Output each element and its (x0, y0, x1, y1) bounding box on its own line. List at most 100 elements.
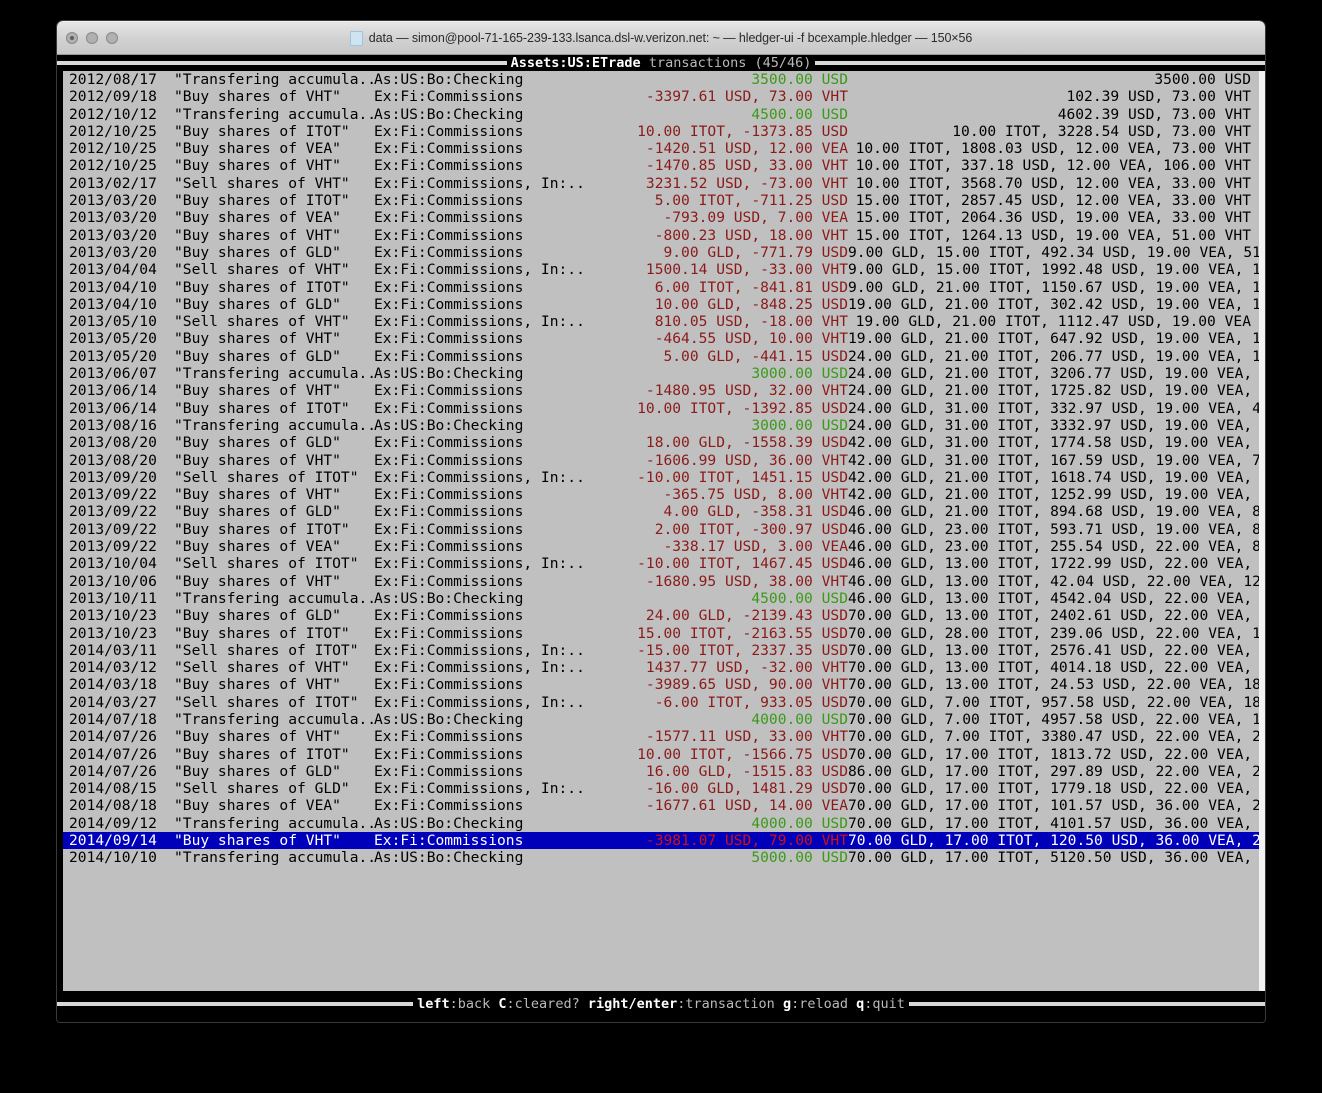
table-row[interactable]: 2012/10/25 "Buy shares of ITOT" Ex:Fi:Comm… (63, 123, 1259, 140)
transactions-list[interactable]: 2012/08/17 "Transfering accumula.. As:US:B… (63, 71, 1265, 867)
row-amount: -800.23 USD, 18.00 VHT (654, 226, 848, 244)
row-balance: 10.00 ITOT, 3568.70 USD, 12.00 VEA, 33.0… (855, 174, 1251, 192)
close-button[interactable] (66, 32, 78, 44)
keybinding-hints: left:back C:cleared? right/enter:transac… (417, 995, 905, 1013)
table-row[interactable]: 2013/10/11 "Transfering accumula.. As:US:B… (63, 589, 1265, 607)
table-row[interactable]: 2014/08/15 "Sell shares of GLD" Ex:Fi:Comm… (63, 780, 1265, 797)
table-row[interactable]: 2012/10/12 "Transfering accumula.. As:US:B… (63, 106, 1259, 123)
row-date: 2014/07/26 (69, 762, 157, 780)
table-row[interactable]: 2014/09/12 "Transfering accumula.. As:US:B… (63, 815, 1265, 832)
row-account: Ex:Fi:Commissions, In:.. (374, 468, 585, 486)
table-row[interactable]: 2013/10/06 "Buy shares of VHT" Ex:Fi:Commi… (63, 572, 1265, 590)
table-row[interactable]: 2013/08/16 "Transfering accumula.. As:US:B… (63, 416, 1265, 434)
row-account: Ex:Fi:Commissions (374, 382, 524, 400)
table-row[interactable]: 2013/03/20 "Buy shares of ITOT" Ex:Fi:Comm… (63, 192, 1259, 209)
row-amount: -1577.11 USD, 33.00 VHT (645, 728, 848, 746)
terminal-window[interactable]: data — simon@pool-71-165-239-133.lsanca.… (57, 21, 1265, 1022)
row-balance: 46.00 GLD, 23.00 ITOT, 255.54 USD, 22.00… (848, 538, 1265, 556)
transactions-pane[interactable]: 2012/08/17 "Transfering accumula.. As:US:B… (63, 71, 1265, 991)
table-row[interactable]: 2013/09/22 "Buy shares of ITOT" Ex:Fi:Comm… (63, 520, 1265, 538)
row-description: "Transfering accumula.. (174, 416, 377, 434)
row-description: "Buy shares of VHT" (174, 572, 341, 590)
row-date: 2013/10/04 (69, 555, 157, 573)
table-row[interactable]: 2012/08/17 "Transfering accumula.. As:US:B… (63, 71, 1259, 88)
keybinding-key[interactable]: C (498, 996, 507, 1012)
row-date: 2014/07/18 (69, 710, 157, 728)
table-row[interactable]: 2013/08/20 "Buy shares of GLD" Ex:Fi:Commi… (63, 434, 1265, 452)
table-row[interactable]: 2014/03/12 "Sell shares of VHT" Ex:Fi:Comm… (63, 659, 1265, 676)
table-row[interactable]: 2012/10/25 "Buy shares of VEA" Ex:Fi:Commi… (63, 140, 1259, 157)
row-balance: 86.00 GLD, 17.00 ITOT, 297.89 USD, 22.00… (848, 762, 1265, 780)
table-row[interactable]: 2014/03/18 "Buy shares of VHT" Ex:Fi:Commi… (63, 676, 1265, 693)
header-account-name: Assets:US:ETrade (510, 55, 641, 71)
row-balance: 46.00 GLD, 23.00 ITOT, 593.71 USD, 19.00… (848, 520, 1265, 538)
row-description: "Buy shares of VHT" (174, 382, 341, 400)
keybinding-key[interactable]: g (782, 996, 792, 1012)
row-description: "Sell shares of VHT" (174, 313, 350, 331)
table-row[interactable]: 2013/03/20 "Buy shares of VEA" Ex:Fi:Commi… (63, 209, 1259, 226)
row-amount: 10.00 ITOT, -1566.75 USD (637, 745, 848, 763)
table-row[interactable]: 2014/08/18 "Buy shares of VEA" Ex:Fi:Commi… (63, 797, 1265, 814)
row-amount: 3500.00 USD (751, 71, 848, 88)
row-amount: 4000.00 USD (751, 710, 848, 728)
table-row[interactable]: 2013/09/22 "Buy shares of VEA" Ex:Fi:Commi… (63, 538, 1265, 555)
table-row[interactable]: 2014/03/27 "Sell shares of ITOT" Ex:Fi:Com… (63, 694, 1265, 711)
table-row[interactable]: 2012/09/18 "Buy shares of VHT" Ex:Fi:Commi… (63, 88, 1259, 105)
table-row[interactable]: 2012/10/25 "Buy shares of VHT" Ex:Fi:Commi… (63, 157, 1259, 174)
row-amount: 15.00 ITOT, -2163.55 USD (637, 624, 848, 642)
row-balance: 42.00 GLD, 21.00 ITOT, 1252.99 USD, 19.0… (848, 486, 1265, 504)
row-balance: 9.00 GLD, 21.00 ITOT, 1150.67 USD, 19.00… (848, 278, 1265, 296)
table-row[interactable]: 2013/09/22 "Buy shares of GLD" Ex:Fi:Commi… (63, 503, 1265, 520)
table-row[interactable]: 2013/10/23 "Buy shares of ITOT" Ex:Fi:Comm… (63, 624, 1265, 642)
zoom-button[interactable] (106, 32, 118, 44)
row-date: 2013/08/20 (69, 434, 157, 452)
vertical-scrollbar[interactable] (1259, 71, 1265, 991)
keybinding-key[interactable]: left (417, 996, 450, 1012)
table-row[interactable]: 2013/05/10 "Sell shares of VHT" Ex:Fi:Comm… (63, 313, 1259, 330)
row-description: "Buy shares of VHT" (174, 832, 341, 850)
row-date: 2012/08/17 (69, 71, 157, 88)
table-row[interactable]: 2013/05/20 "Buy shares of VHT" Ex:Fi:Commi… (63, 330, 1265, 347)
row-description: "Buy shares of ITOT" (174, 278, 350, 296)
window-titlebar[interactable]: data — simon@pool-71-165-239-133.lsanca.… (57, 21, 1265, 55)
table-row[interactable]: 2014/07/26 "Buy shares of GLD" Ex:Fi:Commi… (63, 762, 1265, 780)
table-row[interactable]: 2013/03/20 "Buy shares of VHT" Ex:Fi:Commi… (63, 227, 1259, 244)
row-account: Ex:Fi:Commissions (374, 520, 524, 538)
table-row[interactable]: 2014/03/11 "Sell shares of ITOT" Ex:Fi:Com… (63, 642, 1265, 659)
table-row[interactable]: 2013/05/20 "Buy shares of GLD" Ex:Fi:Commi… (63, 347, 1265, 365)
table-row[interactable]: 2013/06/07 "Transfering accumula.. As:US:B… (63, 365, 1265, 382)
row-amount: 4500.00 USD (751, 105, 848, 123)
table-row[interactable]: 2013/06/14 "Buy shares of VHT" Ex:Fi:Commi… (63, 382, 1265, 400)
row-amount: 5.00 GLD, -441.15 USD (663, 347, 848, 365)
table-row[interactable]: 2013/09/20 "Sell shares of ITOT" Ex:Fi:Com… (63, 468, 1265, 486)
terminal-screen[interactable]: Assets:US:ETrade transactions (45/46) 20… (57, 55, 1265, 1022)
row-date: 2013/06/14 (69, 382, 157, 400)
table-row[interactable]: 2014/07/18 "Transfering accumula.. As:US:B… (63, 710, 1265, 728)
keybinding-key[interactable]: right/enter (587, 996, 678, 1012)
table-row[interactable]: 2013/10/23 "Buy shares of GLD" Ex:Fi:Commi… (63, 607, 1265, 624)
table-row[interactable]: 2013/02/17 "Sell shares of VHT" Ex:Fi:Comm… (63, 175, 1259, 192)
table-row[interactable]: 2013/04/10 "Buy shares of GLD" Ex:Fi:Commi… (63, 295, 1265, 313)
table-row[interactable]: 2014/07/26 "Buy shares of VHT" Ex:Fi:Commi… (63, 728, 1265, 746)
row-description: "Transfering accumula.. (174, 589, 377, 607)
keybinding-key[interactable]: q (856, 996, 865, 1012)
table-row[interactable]: 2013/06/14 "Buy shares of ITOT" Ex:Fi:Comm… (63, 400, 1265, 417)
table-row[interactable]: 2013/04/10 "Buy shares of ITOT" Ex:Fi:Comm… (63, 278, 1265, 296)
row-date: 2013/10/06 (69, 572, 157, 590)
row-balance: 9.00 GLD, 15.00 ITOT, 1992.48 USD, 19.00… (848, 261, 1265, 279)
row-balance: 15.00 ITOT, 1264.13 USD, 19.00 VEA, 51.0… (855, 226, 1251, 244)
table-row[interactable]: 2013/10/04 "Sell shares of ITOT" Ex:Fi:Com… (63, 555, 1265, 573)
window-controls[interactable] (66, 22, 118, 54)
table-row[interactable]: 2013/04/04 "Sell shares of VHT" Ex:Fi:Comm… (63, 261, 1265, 278)
minimize-button[interactable] (86, 32, 98, 44)
row-description: "Buy shares of GLD" (174, 295, 341, 313)
table-row[interactable]: 2014/07/26 "Buy shares of ITOT" Ex:Fi:Comm… (63, 745, 1265, 763)
table-row[interactable]: 2013/09/22 "Buy shares of VHT" Ex:Fi:Commi… (63, 486, 1265, 504)
table-row[interactable]: 2013/03/20 "Buy shares of GLD" Ex:Fi:Commi… (63, 244, 1265, 261)
table-row[interactable]: 2014/10/10 "Transfering accumula.. As:US:B… (63, 849, 1265, 866)
table-row[interactable]: 2014/09/14 "Buy shares of VHT" Ex:Fi:Commi… (63, 832, 1265, 850)
row-description: "Buy shares of VEA" (174, 140, 341, 158)
row-date: 2013/09/22 (69, 486, 157, 504)
row-balance: 70.00 GLD, 13.00 ITOT, 24.53 USD, 22.00 … (848, 676, 1265, 694)
table-row[interactable]: 2013/08/20 "Buy shares of VHT" Ex:Fi:Commi… (63, 452, 1265, 469)
